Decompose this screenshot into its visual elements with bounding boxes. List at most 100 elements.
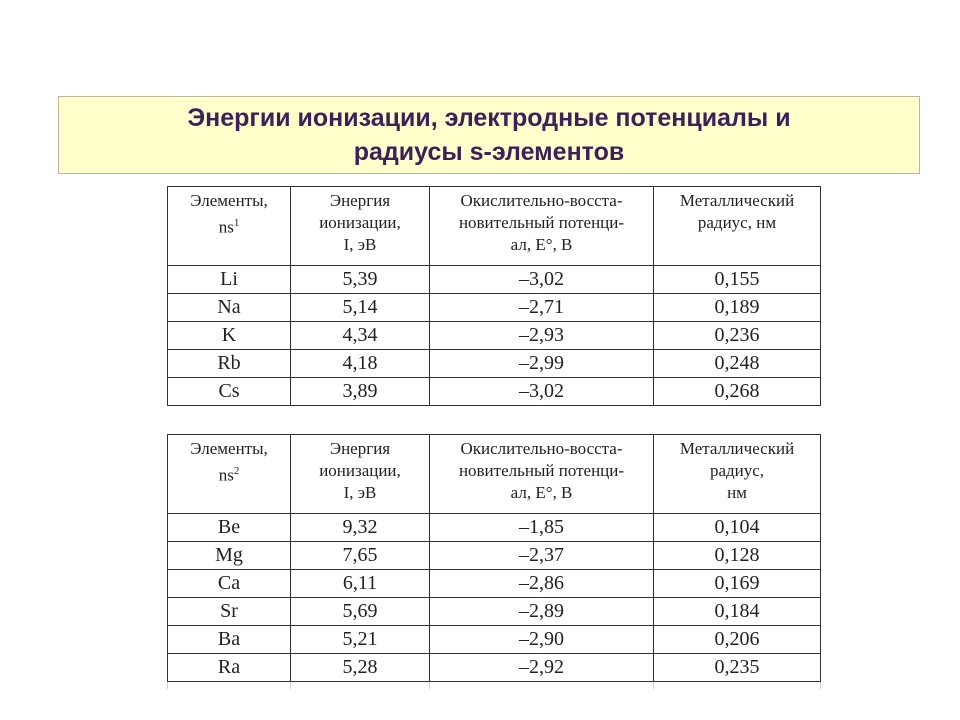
- table1-header-elements-line2-wrap: ns1: [169, 212, 290, 239]
- cell-radius: 0,206: [653, 625, 821, 654]
- table2-header-radius-line1: Металлический: [679, 439, 795, 458]
- table-row: K 4,34 –2,93 0,236: [167, 321, 821, 350]
- cell-element: Sr: [167, 597, 291, 626]
- table2-header-radius-line2: радиус,: [709, 461, 765, 480]
- table-row: Ba 5,21 –2,90 0,206: [167, 625, 821, 654]
- table1-header-potential: Окислительно-восста- новительный потенци…: [429, 186, 654, 266]
- cell-radius: 0,169: [653, 569, 821, 598]
- table2-header-ionization-line3: I, эВ: [343, 483, 377, 502]
- table-row: Ca 6,11 –2,86 0,169: [167, 569, 821, 598]
- cell-ionization: 3,89: [290, 377, 430, 406]
- table-row: Sr 5,69 –2,89 0,184: [167, 597, 821, 626]
- table1-header-potential-line3: ал, E°, В: [510, 235, 573, 254]
- cell-potential: –2,92: [429, 653, 654, 682]
- cell-ionization: 4,34: [290, 321, 430, 350]
- table-row: Be 9,32 –1,85 0,104: [167, 513, 821, 542]
- cell-ionization: 5,28: [290, 653, 430, 682]
- cell-potential: –3,02: [429, 265, 654, 294]
- tail-cell: [290, 681, 430, 689]
- slide-title-line-1: Энергии ионизации, электродные потенциал…: [187, 104, 791, 132]
- table-row: Na 5,14 –2,71 0,189: [167, 293, 821, 322]
- cell-radius: 0,104: [653, 513, 821, 542]
- table1-header-radius: Металлический радиус, нм: [653, 186, 821, 266]
- table1-header-row: Элементы, ns1 Энергия ионизации, I, эВ О…: [167, 186, 821, 266]
- cell-element: Ba: [167, 625, 291, 654]
- table2-header-elements: Элементы, ns2: [167, 434, 291, 514]
- slide-title-box: Энергии ионизации, электродные потенциал…: [58, 96, 920, 174]
- cell-potential: –2,93: [429, 321, 654, 350]
- slide-title-line-2: радиусы s-элементов: [353, 138, 625, 166]
- cell-potential: –2,37: [429, 541, 654, 570]
- table2-header-potential: Окислительно-восста- новительный потенци…: [429, 434, 654, 514]
- table1-header-ionization-line1: Энергия: [329, 191, 391, 210]
- cell-ionization: 5,39: [290, 265, 430, 294]
- cell-potential: –2,71: [429, 293, 654, 322]
- cell-element: Rb: [167, 349, 291, 378]
- cell-potential: –2,86: [429, 569, 654, 598]
- table-row: Cs 3,89 –3,02 0,268: [167, 377, 821, 406]
- table2-header-ionization-line1: Энергия: [329, 439, 391, 458]
- table2-header-row: Элементы, ns2 Энергия ионизации, I, эВ О…: [167, 434, 821, 514]
- table1-header-radius-line1: Металлический: [679, 191, 795, 210]
- cell-element: K: [167, 321, 291, 350]
- tail-cell: [653, 681, 821, 689]
- table2-header-potential-line3: ал, E°, В: [510, 483, 573, 502]
- cell-radius: 0,235: [653, 653, 821, 682]
- table-tail-row: [167, 681, 821, 689]
- table-row: Rb 4,18 –2,99 0,248: [167, 349, 821, 378]
- cell-ionization: 5,14: [290, 293, 430, 322]
- cell-radius: 0,248: [653, 349, 821, 378]
- cell-element: Li: [167, 265, 291, 294]
- cell-radius: 0,268: [653, 377, 821, 406]
- table-gap-row: [167, 405, 821, 435]
- cell-ionization: 5,21: [290, 625, 430, 654]
- cell-element: Ca: [167, 569, 291, 598]
- table2-header-potential-line1: Окислительно-восста-: [460, 439, 623, 458]
- cell-radius: 0,128: [653, 541, 821, 570]
- table-row: Mg 7,65 –2,37 0,128: [167, 541, 821, 570]
- table-gap-cell: [167, 405, 821, 435]
- s-elements-table: Элементы, ns1 Энергия ионизации, I, эВ О…: [167, 186, 821, 689]
- table-row: Li 5,39 –3,02 0,155: [167, 265, 821, 294]
- table2-header-ionization: Энергия ионизации, I, эВ: [290, 434, 430, 514]
- cell-element: Cs: [167, 377, 291, 406]
- cell-radius: 0,189: [653, 293, 821, 322]
- cell-radius: 0,155: [653, 265, 821, 294]
- table1-header-ionization-line2: ионизации,: [319, 213, 401, 232]
- cell-potential: –2,99: [429, 349, 654, 378]
- cell-potential: –1,85: [429, 513, 654, 542]
- cell-ionization: 9,32: [290, 513, 430, 542]
- cell-element: Na: [167, 293, 291, 322]
- cell-radius: 0,184: [653, 597, 821, 626]
- cell-radius: 0,236: [653, 321, 821, 350]
- table2-header-elements-line2-wrap: ns2: [169, 460, 290, 487]
- table1-header-potential-line2: новительный потенци-: [458, 213, 625, 232]
- table1-header-ionization: Энергия ионизации, I, эВ: [290, 186, 430, 266]
- cell-ionization: 6,11: [290, 569, 430, 598]
- cell-ionization: 4,18: [290, 349, 430, 378]
- cell-potential: –2,90: [429, 625, 654, 654]
- table1-header-elements: Элементы, ns1: [167, 186, 291, 266]
- table1-header-elements-sup: 1: [233, 217, 240, 229]
- table-row: Ra 5,28 –2,92 0,235: [167, 653, 821, 682]
- cell-element: Mg: [167, 541, 291, 570]
- table1-header-ionization-line3: I, эВ: [343, 235, 377, 254]
- cell-ionization: 7,65: [290, 541, 430, 570]
- table2-header-ionization-line2: ионизации,: [319, 461, 401, 480]
- table2-header-radius: Металлический радиус, нм: [653, 434, 821, 514]
- table1-header-potential-line1: Окислительно-восста-: [460, 191, 623, 210]
- tail-cell: [167, 681, 291, 689]
- table2-header-elements-line1: Элементы,: [190, 439, 268, 458]
- table1-header-elements-line1: Элементы,: [190, 191, 268, 210]
- cell-element: Be: [167, 513, 291, 542]
- table1-header-radius-line2: радиус, нм: [697, 213, 777, 232]
- cell-potential: –3,02: [429, 377, 654, 406]
- table2-header-potential-line2: новительный потенци-: [458, 461, 625, 480]
- table2-header-elements-sup: 2: [233, 465, 240, 477]
- tail-cell: [429, 681, 654, 689]
- table2-header-radius-line3: нм: [727, 483, 747, 502]
- table2-header-elements-line2: ns: [218, 465, 234, 485]
- cell-potential: –2,89: [429, 597, 654, 626]
- cell-element: Ra: [167, 653, 291, 682]
- table1-header-elements-line2: ns: [218, 217, 234, 237]
